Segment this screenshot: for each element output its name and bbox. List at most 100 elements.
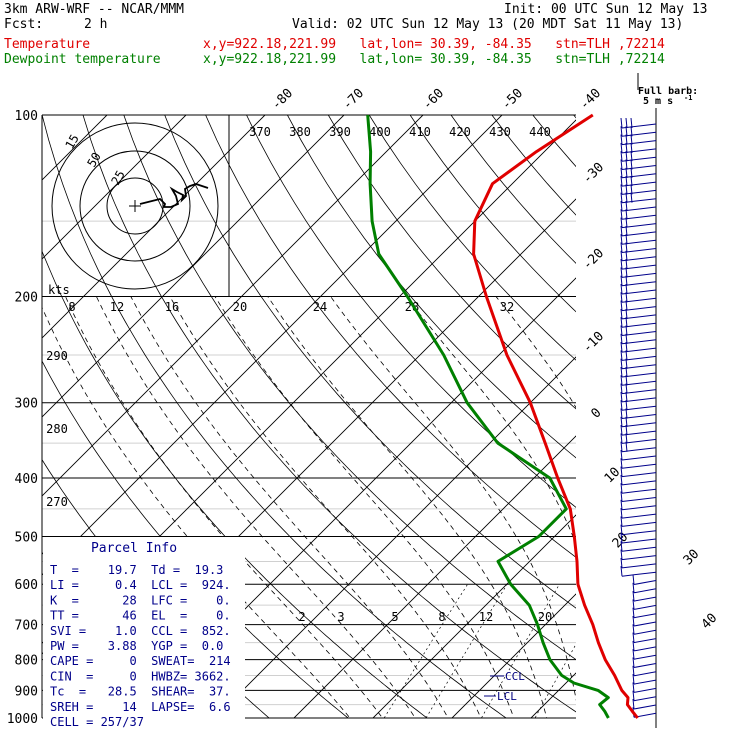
dry-adiabat bbox=[164, 115, 576, 609]
legend-dewpoint-name: Dewpoint temperature bbox=[4, 52, 161, 67]
wind-barb bbox=[621, 156, 657, 162]
wind-barb-flag bbox=[620, 159, 623, 170]
wind-barb-flag bbox=[625, 408, 628, 419]
temperature-axis-label: -50 bbox=[499, 86, 526, 113]
theta-label: 440 bbox=[529, 125, 551, 139]
forecast-label: Fcst: bbox=[4, 17, 44, 32]
barb-key-unit-exponent: -1 bbox=[684, 94, 692, 102]
wind-barb bbox=[621, 513, 657, 519]
wind-barb bbox=[621, 140, 657, 146]
wind-barb-flag bbox=[625, 225, 628, 236]
wind-barb bbox=[633, 629, 657, 635]
wind-barb-flag bbox=[625, 283, 628, 295]
dry-adiabat bbox=[42, 250, 428, 718]
isotherm bbox=[42, 115, 503, 576]
wind-barb bbox=[633, 580, 657, 585]
wind-barb bbox=[621, 189, 657, 195]
wind-barb-flag bbox=[630, 176, 633, 187]
wind-barb-flag bbox=[632, 632, 635, 643]
wind-barb-flag bbox=[620, 532, 623, 544]
wind-barb-flag bbox=[620, 126, 623, 137]
wind-barb-flag bbox=[632, 591, 635, 602]
mixing-ratio-label: 20 bbox=[538, 610, 552, 624]
wind-barb-flag bbox=[625, 126, 628, 137]
hodograph-ring bbox=[79, 150, 191, 262]
wind-barb bbox=[621, 430, 657, 436]
mixing-ratio-label: 2 bbox=[298, 610, 305, 624]
hodograph-ring-label: 15 bbox=[62, 132, 81, 152]
wind-barb bbox=[621, 248, 657, 253]
wind-barb-flag bbox=[632, 599, 635, 610]
temperature-axis-label: 30 bbox=[681, 547, 703, 569]
wind-barb-flag bbox=[620, 516, 623, 527]
dry-adiabat bbox=[450, 115, 576, 264]
dry-adiabat bbox=[123, 115, 576, 661]
wind-barb-flag bbox=[620, 566, 623, 577]
wind-barb-flag bbox=[620, 557, 623, 568]
wind-barb bbox=[633, 621, 657, 627]
wind-barb bbox=[621, 297, 657, 303]
mixing-ratio-line bbox=[534, 643, 576, 718]
isotherm bbox=[42, 115, 187, 260]
wind-barb-flag bbox=[630, 151, 633, 162]
wind-barb-flag bbox=[625, 441, 628, 452]
dry-adiabat bbox=[205, 115, 576, 558]
wind-barb bbox=[621, 214, 657, 220]
wind-barb bbox=[621, 397, 657, 403]
mixing-ratio-label: 12 bbox=[479, 610, 493, 624]
parcel-info-row: T = 19.7 Td = 19.3 bbox=[50, 563, 223, 577]
wind-barb-flag bbox=[620, 383, 623, 394]
legend-temperature-info: x,y=922.18,221.99 lat,lon= 30.39, -84.35… bbox=[203, 37, 665, 52]
wind-barb-flag bbox=[625, 209, 628, 220]
wind-barb-flag bbox=[630, 126, 633, 137]
parcel-info-row: Tc = 28.5 SHEAR= 37. bbox=[50, 685, 231, 699]
parcel-info-row: CELL = 257/37 bbox=[50, 715, 144, 729]
wind-barb-flag bbox=[625, 151, 628, 162]
theta-label: 370 bbox=[249, 125, 271, 139]
wind-barb bbox=[621, 347, 657, 353]
wind-barb-flag bbox=[620, 250, 623, 261]
wind-barb bbox=[621, 314, 657, 320]
wind-barb bbox=[621, 322, 657, 328]
moist-adiabat bbox=[169, 296, 482, 718]
wind-barb bbox=[621, 372, 657, 378]
wind-barb-flag bbox=[625, 167, 628, 178]
dry-adiabat bbox=[82, 115, 576, 713]
wind-barb-flag bbox=[630, 184, 633, 195]
hodograph-axis-label: 20 bbox=[233, 300, 247, 314]
wind-barb-flag bbox=[620, 400, 623, 411]
pressure-label: 400 bbox=[15, 472, 38, 487]
wind-barb-flag bbox=[620, 234, 623, 245]
wind-barb bbox=[621, 538, 657, 544]
wind-barb bbox=[633, 596, 657, 602]
wind-barb-flag bbox=[625, 176, 628, 187]
mixing-ratio-label: 8 bbox=[438, 610, 445, 624]
wind-barb-flag bbox=[620, 200, 623, 212]
moist-adiabat bbox=[214, 296, 515, 718]
sounding-series bbox=[366, 113, 639, 719]
isotherm bbox=[372, 514, 576, 718]
wind-barb-flag bbox=[620, 292, 623, 303]
wind-barb-flag bbox=[620, 267, 623, 278]
theta-side-label: 290 bbox=[46, 349, 68, 363]
wind-barb bbox=[621, 289, 657, 295]
wind-barb bbox=[621, 281, 657, 287]
wind-barb bbox=[633, 613, 657, 619]
hodograph-axis-label: 16 bbox=[165, 300, 179, 314]
wind-barb bbox=[621, 223, 657, 229]
pressure-label: 500 bbox=[15, 530, 38, 545]
wind-barb bbox=[621, 530, 657, 536]
pressure-label: 300 bbox=[15, 397, 38, 412]
wind-barb-flag bbox=[620, 375, 623, 386]
wind-barb-flag bbox=[625, 117, 628, 129]
wind-barb-flag bbox=[632, 649, 635, 660]
wind-barb-flag bbox=[620, 541, 623, 552]
wind-barb bbox=[633, 679, 657, 685]
parcel-info-row: CIN = 0 HWBZ= 3662. bbox=[50, 669, 231, 683]
hodograph-axis-label: 8 bbox=[68, 300, 75, 314]
hodograph-axis-label: 32 bbox=[500, 300, 514, 314]
ccl-marker: CCL bbox=[505, 670, 525, 683]
wind-barb-flag bbox=[620, 225, 623, 236]
